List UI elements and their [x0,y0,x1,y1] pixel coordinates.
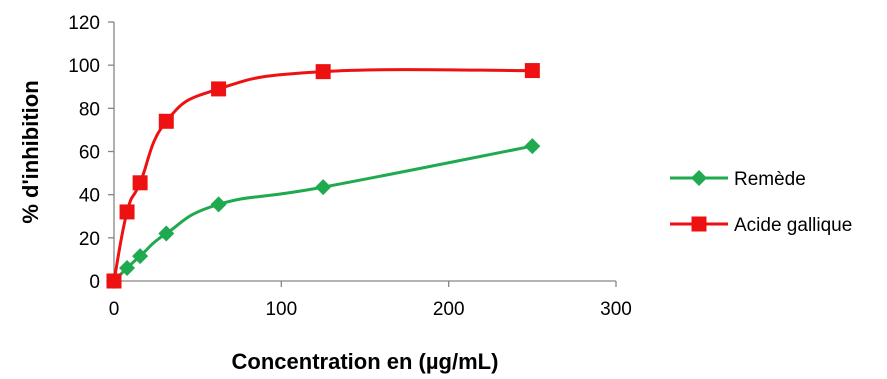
data-point [315,179,332,196]
y-tick-label: 20 [79,229,100,250]
data-point [158,113,174,129]
data-point [211,81,227,97]
legend-label: Acide gallique [734,215,852,236]
legend-label: Remède [734,169,806,190]
y-tick-label: 0 [89,272,100,293]
y-tick-label: 60 [79,143,100,164]
data-point [119,260,136,277]
legend-entry: Remède [670,169,806,190]
legend-entry: Acide gallique [670,215,852,236]
data-point [524,63,540,79]
plot-area: 0 20 40 60 80 100 120 0 100 200 300 Remède Acide gal… [68,13,852,320]
x-tick-label: 0 [109,299,120,320]
data-point [524,138,541,155]
data-point [132,175,148,191]
data-point [210,196,227,213]
legend-marker [691,170,707,186]
data-point [158,225,175,242]
data-point [132,248,149,265]
x-tick-label: 100 [265,299,297,320]
y-tick-label: 80 [79,99,100,120]
x-axis-title: Concentration en (µg/mL) [232,349,499,374]
series-acide-gallique [106,63,540,289]
legend-marker [691,216,707,232]
x-tick-label: 200 [433,299,465,320]
y-tick-label: 100 [68,56,100,77]
series-line [112,144,533,283]
x-tick-label: 300 [600,299,632,320]
series-line [112,68,533,282]
y-tick-label: 40 [79,186,100,207]
data-point [119,204,135,220]
series-remede [106,138,541,289]
y-tick-label: 120 [68,13,100,34]
data-point [106,273,122,289]
data-point [315,64,331,80]
y-axis-title: % d'inhibition [18,80,43,223]
